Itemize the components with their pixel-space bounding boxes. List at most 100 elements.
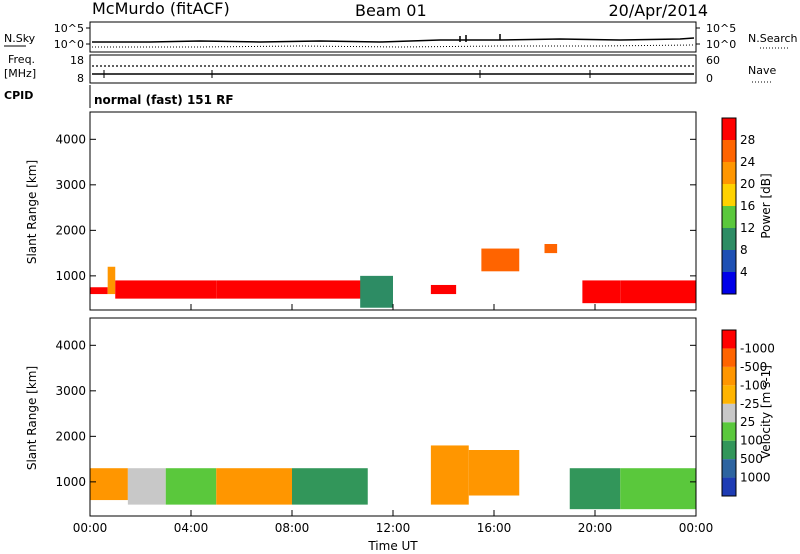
velocity-xticks: 00:00 04:00 08:00 12:00 16:00 20:00 00:00	[73, 510, 713, 535]
velocity-colorbar-swatch-6	[722, 366, 736, 386]
power-xticks	[89, 304, 697, 310]
power-colorbar-swatch-6	[722, 140, 736, 162]
velocity-colorbar-level-1: 500	[740, 452, 763, 466]
time-xlabel: Time UT	[367, 539, 418, 553]
sky-tick-bottom: 10^0	[54, 38, 84, 51]
power-colorbar: 4 8 12 16 20 24 28 Power [dB]	[721, 117, 773, 295]
station-title: McMurdo (fitACF)	[92, 0, 230, 18]
velocity-marks	[90, 445, 696, 510]
velocity-colorbar-level-5: -100	[740, 378, 767, 392]
velocity-yticks: 1000 2000 3000 4000	[55, 338, 696, 489]
velocity-ytick-label-0: 1000	[55, 475, 86, 489]
velocity-colorbar-level-2: 100	[740, 434, 763, 448]
velocity-colorbar-swatch-2	[722, 440, 736, 460]
cpid-mode: normal (fast) 151 RF	[94, 93, 234, 107]
power-colorbar-labels: 4 8 12 16 20 24 28	[740, 133, 755, 279]
power-ytick-label-0: 1000	[55, 269, 86, 283]
freq-label-line2: [MHz]	[4, 67, 36, 80]
freq-panel: Freq. [MHz] 18 8 60 0 Nave	[4, 53, 776, 85]
velocity-xtick-label-2: 08:00	[275, 521, 310, 535]
velocity-band-0	[90, 468, 128, 501]
power-colorbar-swatch-5	[722, 162, 736, 184]
velocity-colorbar-swatch-7	[722, 348, 736, 367]
power-colorbar-level-3: 16	[740, 199, 755, 213]
velocity-ytick-label-1: 2000	[55, 429, 86, 443]
date-title: 20/Apr/2014	[608, 1, 708, 20]
velocity-colorbar-swatches	[722, 330, 736, 496]
search-noise-line	[92, 44, 695, 48]
velocity-xtick-label-1: 04:00	[174, 521, 209, 535]
velocity-colorbar-swatch-5	[722, 385, 736, 404]
power-colorbar-level-5: 24	[740, 155, 755, 169]
sky-tick-top: 10^5	[54, 22, 84, 35]
power-colorbar-level-1: 8	[740, 243, 748, 257]
velocity-colorbar-swatch-3	[722, 422, 736, 441]
velocity-band-7	[569, 468, 621, 510]
freq-panel-frame	[89, 54, 697, 84]
velocity-colorbar-level-6: -500	[740, 360, 767, 374]
velocity-colorbar-swatch-0	[722, 477, 736, 496]
power-colorbar-swatch-3	[722, 206, 736, 228]
power-marks	[90, 244, 696, 308]
search-tick-top: 10^5	[706, 22, 736, 35]
power-band-1	[107, 266, 116, 295]
velocity-xtick-label-4: 16:00	[477, 521, 512, 535]
velocity-band-1	[127, 468, 166, 505]
power-band-6	[481, 248, 520, 272]
velocity-ylabel: Slant Range [km]	[25, 366, 39, 470]
power-colorbar-swatches	[722, 118, 736, 294]
power-colorbar-swatch-0	[722, 272, 736, 294]
power-colorbar-level-2: 12	[740, 221, 755, 235]
nave-tick-top: 60	[706, 54, 720, 67]
velocity-colorbar-frame	[721, 329, 737, 497]
power-ytick-label-3: 4000	[55, 132, 86, 146]
power-band-4	[360, 275, 393, 308]
power-ytick-label-1: 2000	[55, 223, 86, 237]
velocity-xtick-label-3: 12:00	[376, 521, 411, 535]
sky-panel-frame	[89, 21, 697, 53]
power-band-9	[620, 280, 696, 304]
power-band-7	[544, 244, 558, 254]
nave-tick-bottom: 0	[706, 72, 713, 85]
velocity-colorbar-labels: 1000 500 100 25 -25 -100 -500 -1000	[740, 341, 775, 484]
power-panel: 1000 2000 3000 4000 Slant Range [km]	[25, 111, 697, 311]
power-yticks: 1000 2000 3000 4000	[55, 132, 696, 283]
power-band-0	[90, 287, 108, 295]
velocity-colorbar-level-0: 1000	[740, 471, 771, 485]
velocity-band-5	[430, 445, 469, 505]
sky-noise-line	[92, 37, 695, 43]
power-colorbar-swatch-4	[722, 184, 736, 206]
velocity-ytick-label-2: 3000	[55, 384, 86, 398]
power-band-2	[115, 280, 217, 299]
velocity-band-6	[468, 450, 520, 496]
power-ylabel: Slant Range [km]	[25, 160, 39, 264]
velocity-xtick-label-0: 00:00	[73, 521, 108, 535]
power-ytick-label-2: 3000	[55, 178, 86, 192]
power-colorbar-level-4: 20	[740, 177, 755, 191]
power-colorbar-swatch-7	[722, 118, 736, 140]
velocity-band-3	[216, 468, 292, 505]
power-band-3	[216, 280, 393, 299]
velocity-band-8	[620, 468, 696, 510]
velocity-colorbar-swatch-4	[722, 403, 736, 423]
power-colorbar-frame	[721, 117, 737, 295]
velocity-colorbar-title: Velocity [m s-1]	[759, 365, 773, 459]
power-colorbar-title: Power [dB]	[759, 173, 773, 238]
velocity-colorbar-level-7: -1000	[740, 341, 775, 355]
beam-title: Beam 01	[355, 1, 427, 20]
freq-tick-bottom: 8	[77, 72, 84, 85]
velocity-colorbar: 1000 500 100 25 -25 -100 -500 -1000 Velocity [m…	[721, 329, 775, 497]
power-colorbar-level-0: 4	[740, 265, 748, 279]
power-colorbar-swatch-2	[722, 228, 736, 250]
velocity-xtick-label-5: 20:00	[578, 521, 613, 535]
power-band-5	[430, 284, 457, 295]
power-colorbar-level-6: 28	[740, 133, 755, 147]
velocity-panel: 1000 2000 3000 4000 00:00 04:00 08:00 12:00 16:…	[25, 317, 713, 553]
sky-label: N.Sky	[4, 32, 36, 45]
velocity-colorbar-level-4: -25	[740, 397, 760, 411]
cpid-label: CPID	[4, 89, 33, 102]
velocity-band-4	[292, 468, 368, 505]
power-colorbar-swatch-1	[722, 250, 736, 272]
velocity-colorbar-level-3: 25	[740, 415, 755, 429]
